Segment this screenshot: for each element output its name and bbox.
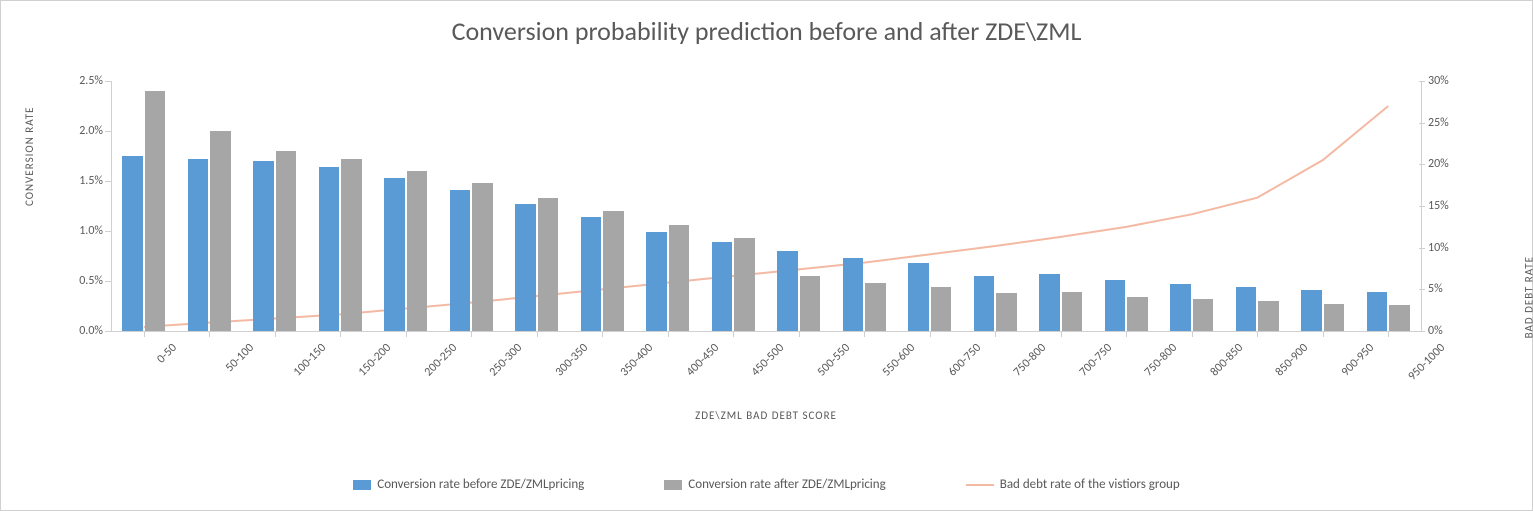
bar-after [669,225,689,331]
bar-after [472,183,492,331]
y-left-tick-label: 2.5% [61,74,103,88]
x-tick-label: 900-950 [1339,341,1377,379]
bar-before [122,156,142,331]
legend-label-before: Conversion rate before ZDE/ZMLpricing [377,477,584,492]
y-right-tick-label: 30% [1428,74,1470,88]
y-right-tick-label: 0% [1428,324,1470,338]
x-tick-label: 0-50 [154,341,179,366]
y-right-tick-label: 25% [1428,116,1470,130]
bar-after [1193,299,1213,331]
y-left-tick-label: 1.5% [61,174,103,188]
legend-label-after: Conversion rate after ZDE/ZMLpricing [688,477,885,492]
legend-swatch-before [353,480,371,490]
chart-title: Conversion probability prediction before… [1,1,1532,47]
x-axis-title: ZDE\ZML BAD DEBT SCORE [111,409,1421,422]
bar-before [712,242,732,331]
bar-after [407,171,427,331]
x-tick-label: 550-600 [880,341,918,379]
bar-before [974,276,994,331]
x-tick-label: 150-200 [356,341,394,379]
bar-before [581,217,601,331]
y-left-axis-title: CONVERSION RATE [23,107,36,207]
x-tick-label: 400-450 [684,341,722,379]
x-tick-label: 350-400 [618,341,656,379]
y-right-tick-label: 15% [1428,199,1470,213]
bar-after [145,91,165,331]
y-left-tick-label: 0.5% [61,274,103,288]
legend-item-after: Conversion rate after ZDE/ZMLpricing [664,477,885,492]
x-tick-label: 700-750 [1077,341,1115,379]
chart-container: Conversion probability prediction before… [0,0,1533,511]
bar-after [1389,305,1409,331]
plot-region [111,81,1421,331]
x-tick-label: 950-1000 [1406,341,1449,384]
x-tick-label: 600-750 [946,341,984,379]
bar-before [777,251,797,331]
bad-debt-line [111,81,1421,331]
x-tick-label: 100-150 [291,341,329,379]
bar-before [843,258,863,331]
bar-before [646,232,666,331]
bar-after [538,198,558,331]
bar-after [603,211,623,331]
bar-before [319,167,339,331]
y-left-tick-label: 2.0% [61,124,103,138]
bar-before [1105,280,1125,331]
bar-before [384,178,404,331]
legend-item-before: Conversion rate before ZDE/ZMLpricing [353,477,584,492]
bar-before [450,190,470,331]
bar-after [1062,292,1082,331]
legend-item-bad-debt: Bad debt rate of the vistiors group [966,477,1180,492]
legend-label-bad-debt: Bad debt rate of the vistiors group [1000,477,1180,492]
y-right-tick-label: 20% [1428,157,1470,171]
x-tick-label: 750-800 [1142,341,1180,379]
y-right-axis-title: BAD DEBT RATE [1522,256,1533,338]
bar-before [1301,290,1321,331]
x-tick-label: 300-350 [553,341,591,379]
y-left-tick-label: 1.0% [61,224,103,238]
bar-after [276,151,296,331]
bar-after [996,293,1016,331]
y-right-tick-label: 10% [1428,241,1470,255]
x-tick-label: 500-550 [815,341,853,379]
bar-after [341,159,361,331]
bar-before [253,161,273,331]
x-tick-label: 50-100 [223,341,257,375]
bar-before [515,204,535,331]
bar-before [1367,292,1387,331]
x-tick-label: 850-900 [1273,341,1311,379]
bar-after [1127,297,1147,331]
bar-before [188,159,208,331]
x-tick-label: 800-850 [1208,341,1246,379]
x-tick-label: 200-250 [422,341,460,379]
bar-after [1258,301,1278,331]
legend: Conversion rate before ZDE/ZMLpricing Co… [1,477,1532,492]
y-left-tick-label: 0.0% [61,324,103,338]
bar-before [908,263,928,331]
bar-after [210,131,230,331]
y-right-tick-label: 5% [1428,282,1470,296]
bar-after [734,238,754,331]
bar-after [865,283,885,331]
bar-after [800,276,820,331]
bar-before [1039,274,1059,331]
legend-swatch-after [664,480,682,490]
legend-swatch-bad-debt [966,484,994,486]
bar-before [1236,287,1256,331]
bar-after [1324,304,1344,331]
x-tick-label: 750-800 [1011,341,1049,379]
x-tick-label: 250-300 [487,341,525,379]
x-tick-label: 450-500 [749,341,787,379]
bar-after [931,287,951,331]
bar-before [1170,284,1190,331]
